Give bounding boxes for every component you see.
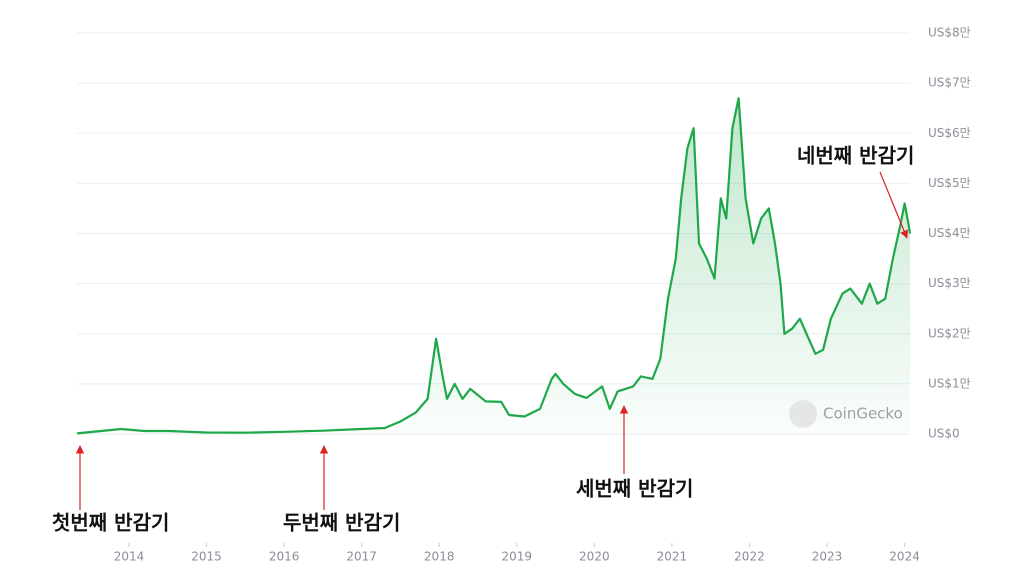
x-tick-label: 2018: [424, 550, 455, 564]
x-tick-label: 2020: [579, 550, 610, 564]
y-tick-label: US$8만: [928, 26, 971, 40]
watermark: CoinGecko: [789, 400, 903, 428]
x-tick-label: 2016: [269, 550, 300, 564]
y-tick-label: US$2만: [928, 326, 971, 340]
x-tick-label: 2022: [734, 550, 765, 564]
y-tick-label: US$7만: [928, 76, 971, 90]
watermark-text: CoinGecko: [823, 405, 903, 423]
price-line: [76, 97, 912, 435]
y-tick-label: US$3만: [928, 276, 971, 290]
y-tick-label: US$0: [928, 427, 960, 441]
annotation-arrow: [879, 171, 909, 239]
x-tick-label: 2017: [346, 550, 377, 564]
y-tick-label: US$5만: [928, 176, 971, 190]
y-tick-label: US$1만: [928, 376, 971, 390]
annotation-label: 두번째 반감기: [283, 511, 400, 535]
area: [77, 98, 910, 434]
annotation-label: 세번째 반감기: [576, 477, 693, 501]
x-tick-label: 2014: [114, 550, 145, 564]
x-tick-label: 2019: [501, 550, 532, 564]
x-tick-label: 2021: [657, 550, 688, 564]
x-tick-label: 2015: [191, 550, 222, 564]
x-tick-label: 2023: [812, 550, 843, 564]
annotation-label: 첫번째 반감기: [52, 511, 169, 535]
x-tick-label: 2024: [889, 550, 920, 564]
annotation-label: 네번째 반감기: [797, 144, 914, 168]
y-tick-label: US$4만: [928, 226, 971, 240]
watermark-icon: [789, 400, 817, 428]
y-tick-label: US$6만: [928, 126, 971, 140]
